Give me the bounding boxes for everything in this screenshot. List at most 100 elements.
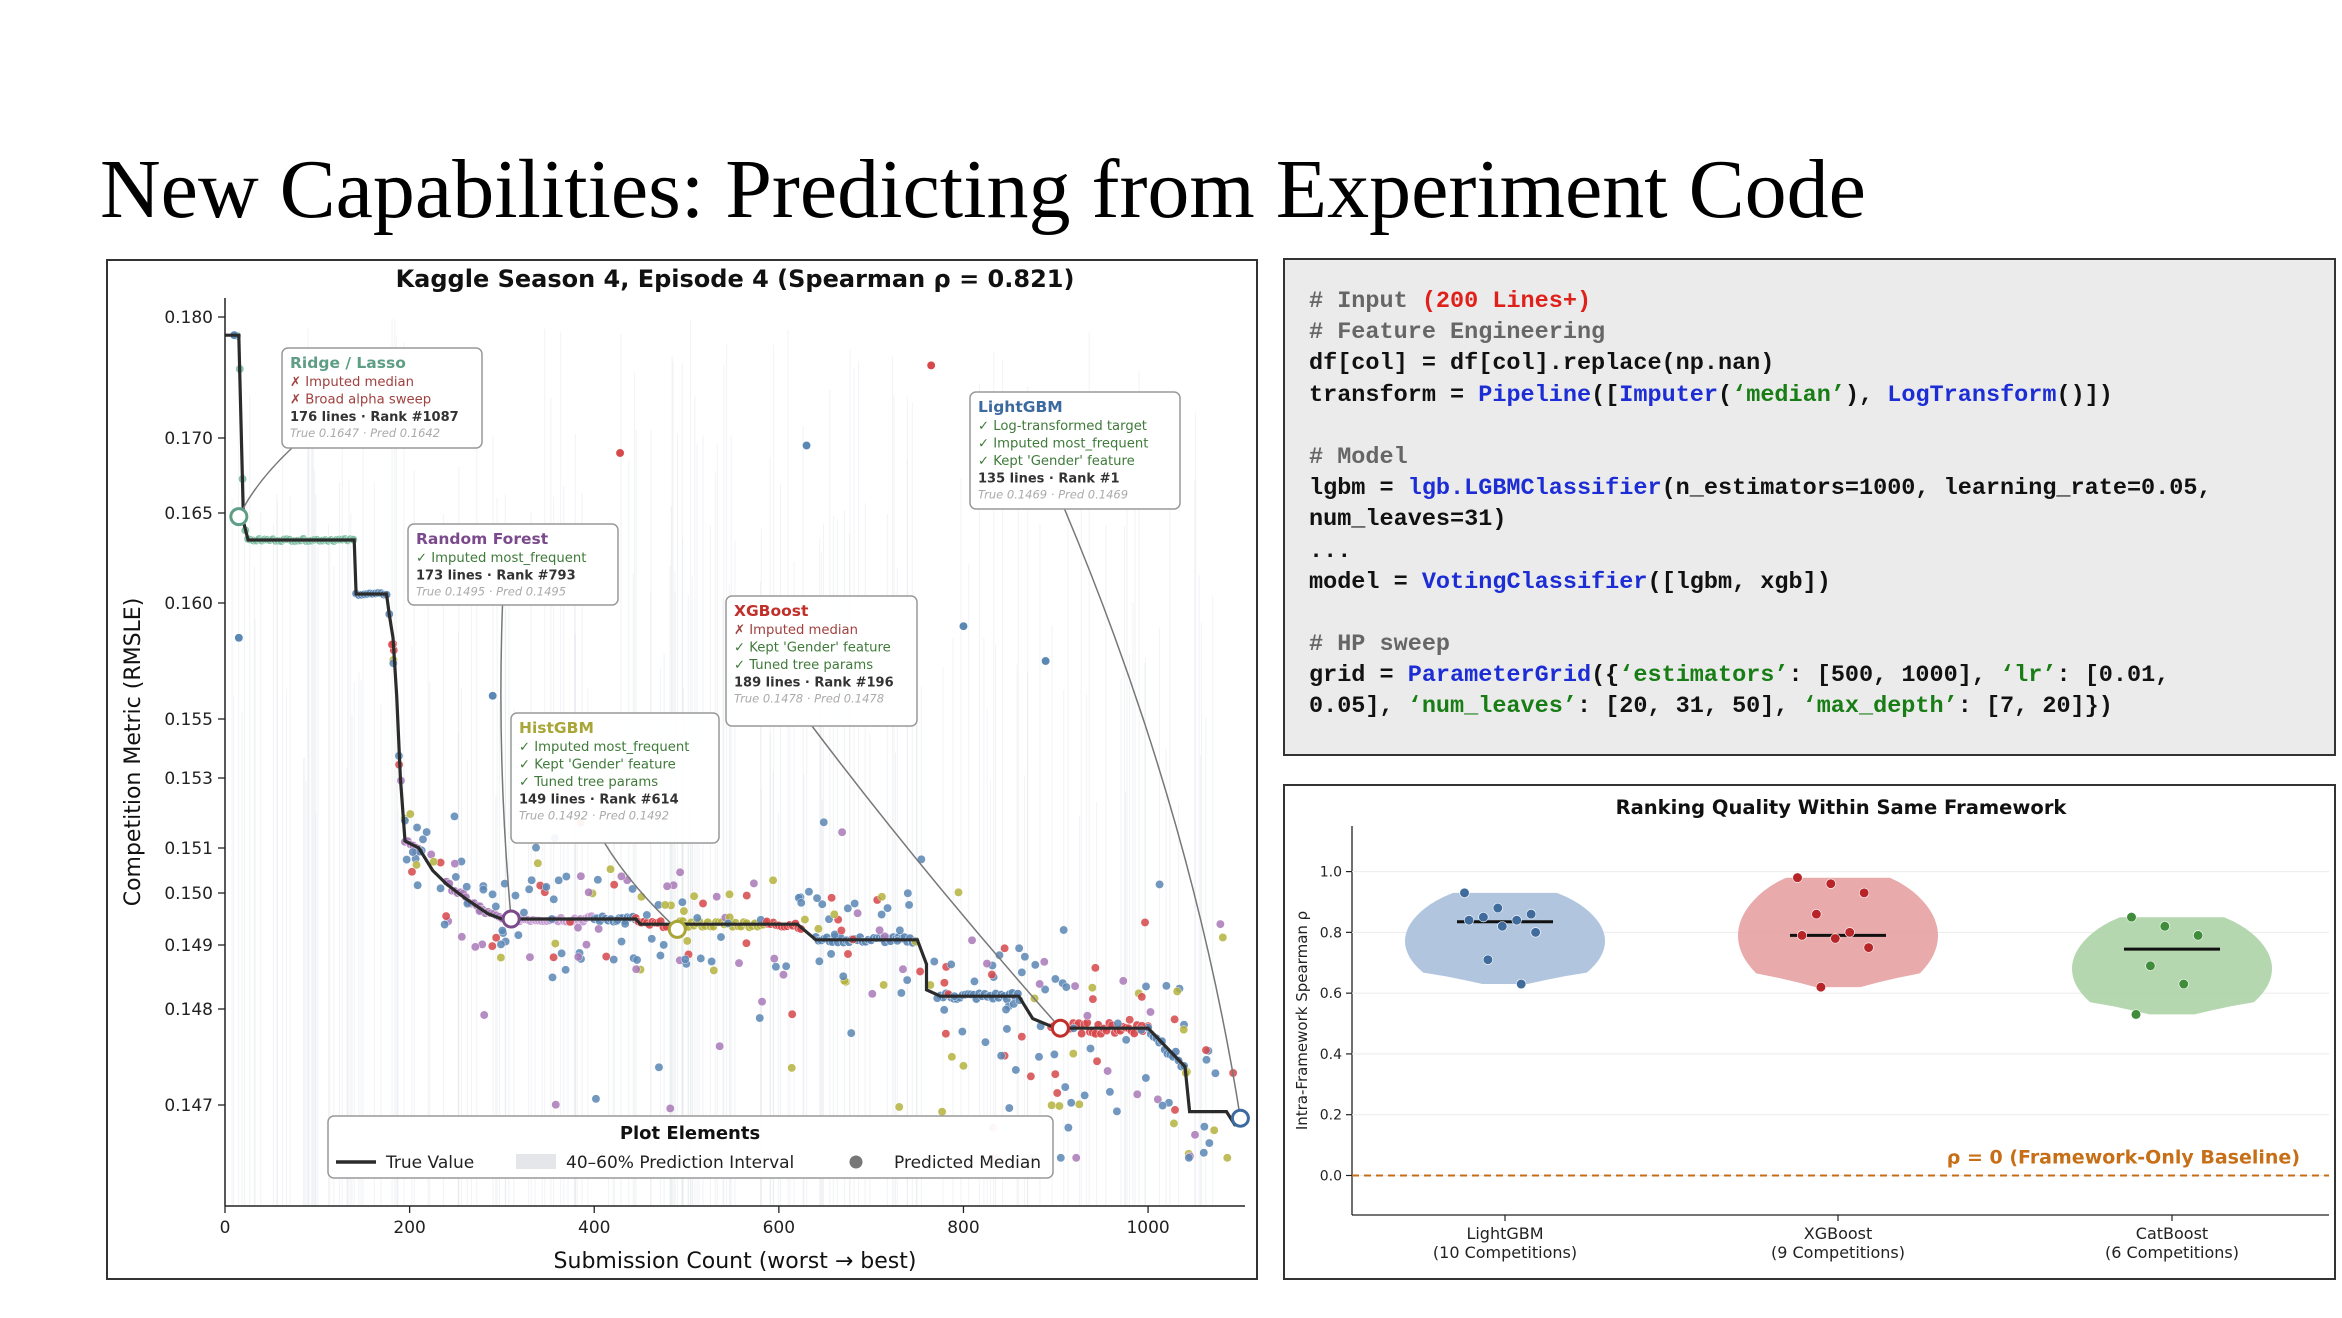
code-line: num_leaves=31): [1309, 504, 2212, 535]
y-tick-label: 0.151: [164, 839, 213, 859]
predicted-median-point: [894, 1102, 904, 1112]
annotation-note: ✗ Imputed median: [734, 623, 858, 638]
annotation-title: HistGBM: [519, 719, 594, 737]
predicted-median-point: [662, 881, 672, 891]
violin-point: [1825, 878, 1836, 889]
predicted-median-point: [1054, 1101, 1064, 1111]
predicted-median-point: [947, 1052, 957, 1062]
predicted-median-point: [1218, 933, 1228, 942]
y-tick-label: 0.155: [164, 710, 213, 730]
code-token: lgbm =: [1309, 475, 1408, 503]
annotation-note: ✓ Tuned tree params: [734, 658, 873, 673]
code-line: model = VotingClassifier([lgbm, xgb]): [1309, 567, 2212, 598]
predicted-median-point: [902, 975, 912, 985]
predicted-median-point: [689, 891, 699, 901]
predicted-median-point: [1158, 1101, 1168, 1111]
predicted-median-point: [819, 817, 829, 827]
violin-point: [1459, 887, 1470, 898]
x-tick-label: LightGBM: [1466, 1224, 1543, 1243]
violin-body: [1405, 892, 1605, 985]
violin-point: [1516, 978, 1527, 990]
predicted-median-point: [511, 891, 520, 901]
predicted-median-point: [541, 882, 551, 892]
predicted-median-point: [418, 834, 428, 844]
predicted-median-point: [768, 875, 778, 885]
violin-chart: Ranking Quality Within Same Framework 0.0…: [1293, 796, 2329, 1262]
predicted-median-point: [525, 952, 535, 962]
predicted-median-point: [680, 954, 690, 964]
predicted-median-point: [896, 988, 906, 998]
predicted-median-point: [234, 633, 244, 643]
predicted-median-point: [436, 883, 446, 893]
y-axis-label: Competition Metric (RMSLE): [121, 598, 146, 907]
predicted-median-point: [1011, 1065, 1021, 1075]
predicted-median-point: [617, 937, 626, 947]
chart-title: Ranking Quality Within Same Framework: [1616, 796, 2068, 819]
predicted-median-point: [1034, 1052, 1044, 1062]
predicted-median-point: [557, 948, 567, 958]
predicted-median-point: [1017, 1032, 1027, 1042]
predicted-median-point: [601, 952, 611, 962]
predicted-median-point: [513, 930, 523, 940]
predicted-median-point: [939, 978, 949, 988]
predicted-median-point: [981, 1037, 990, 1047]
predicted-median-point: [450, 859, 460, 869]
predicted-median-point: [1059, 925, 1069, 935]
violin-point: [1530, 927, 1541, 938]
predicted-median-point: [1071, 1153, 1081, 1163]
predicted-median-point: [771, 962, 781, 972]
code-token: ‘median’: [1732, 381, 1845, 409]
predicted-median-point: [987, 970, 997, 979]
predicted-median-point: [1050, 1069, 1060, 1079]
code-token: (: [1718, 381, 1733, 409]
predicted-median-point: [1199, 1122, 1209, 1132]
predicted-median-point: [405, 809, 415, 819]
code-token: # Model: [1309, 443, 1408, 471]
predicted-median-point: [531, 843, 541, 853]
predicted-median-point: [408, 847, 418, 857]
predicted-median-point: [628, 884, 637, 894]
predicted-median-point: [654, 1062, 664, 1072]
annotation-arrow: [811, 725, 1061, 1029]
predicted-median-point: [1146, 1007, 1155, 1017]
code-token: ...: [1309, 537, 1352, 565]
predicted-median-point: [817, 899, 827, 909]
code-token: model =: [1309, 568, 1422, 596]
legend: Plot Elements True Value 40–60% Prediction…: [327, 1115, 1054, 1179]
predicted-median-point: [812, 893, 822, 903]
predicted-median-point: [594, 924, 604, 934]
predicted-median-point: [903, 888, 913, 898]
predicted-median-point: [1041, 656, 1051, 666]
predicted-median-point: [696, 953, 706, 963]
y-axis-label: Intra-Framework Spearman ρ: [1293, 911, 1311, 1130]
predicted-median-point: [675, 867, 685, 877]
annotations: Ridge / Lasso ✗ Imputed median ✗ Broad alp…: [229, 347, 1250, 1128]
y-tick-label: 0.149: [164, 936, 213, 956]
legend-label: 40–60% Prediction Interval: [566, 1153, 794, 1173]
x-tick-label: XGBoost: [1804, 1224, 1873, 1243]
predicted-median-point: [631, 964, 641, 974]
annotation-target-marker: [1230, 1108, 1250, 1128]
predicted-median-point: [804, 887, 814, 897]
predicted-median-point: [1035, 979, 1045, 989]
predicted-median-point: [1202, 1055, 1211, 1065]
predicted-median-point: [620, 919, 630, 929]
legend-title: Plot Elements: [620, 1123, 760, 1144]
predicted-median-point: [1077, 1029, 1087, 1039]
code-token: Pipeline: [1478, 381, 1592, 409]
y-tick-label: 0.150: [164, 884, 213, 904]
predicted-median-point: [402, 855, 412, 865]
predicted-median-point: [1063, 1123, 1073, 1133]
annotation-meta: 173 lines · Rank #793: [416, 569, 576, 584]
predicted-median-point: [1090, 963, 1100, 973]
code-token: ‘max_depth’: [1802, 693, 1958, 721]
x-tick-label: 400: [578, 1218, 610, 1238]
predicted-median-point: [802, 441, 811, 450]
predicted-median-point: [487, 941, 497, 951]
y-tick-label: 0.148: [164, 1000, 213, 1020]
predicted-median-point: [937, 1107, 947, 1117]
annotation-title: Random Forest: [416, 530, 549, 548]
predicted-median-point: [441, 911, 451, 921]
code-line: # HP sweep: [1309, 629, 2212, 660]
y-tick-label: 0.170: [164, 429, 213, 449]
